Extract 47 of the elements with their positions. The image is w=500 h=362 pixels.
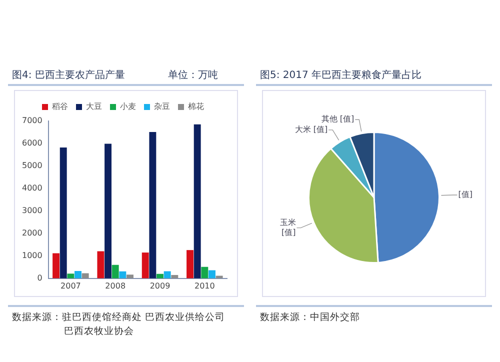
bar [126, 274, 134, 278]
y-tick-label: 1000 [22, 250, 42, 260]
y-tick-label: 4000 [22, 184, 42, 193]
legend-label: 小麦 [120, 102, 136, 112]
source-note: 数据来源：中国外交部 [260, 311, 361, 325]
y-tick-label: 5000 [22, 161, 42, 170]
bar [194, 124, 201, 278]
bar [60, 148, 67, 278]
x-tick-label: 2007 [60, 281, 81, 290]
bar [104, 144, 112, 278]
bar [74, 270, 82, 278]
x-tick-label: 2010 [194, 281, 215, 290]
data-label: [值] [458, 190, 472, 200]
y-tick-label: 3000 [22, 206, 42, 216]
bar [97, 251, 104, 278]
x-tick-label: 2009 [150, 281, 170, 290]
y-tick-label: 2000 [22, 228, 42, 238]
legend-label: 稻谷 [52, 102, 68, 112]
bar [156, 274, 164, 278]
slice-label: 大米 [值] [294, 125, 328, 134]
x-tick-label: 2008 [105, 281, 126, 290]
y-tick-label: 0 [37, 273, 42, 282]
legend-label: 棉花 [188, 102, 204, 112]
slice-label: 其他 [值] [321, 114, 354, 124]
y-tick-label: 6000 [22, 138, 42, 148]
bar [82, 273, 89, 278]
bar [201, 266, 208, 278]
bar [52, 253, 60, 278]
chart-title: 图4: 巴西主要农产品产量 [12, 68, 125, 82]
chart-subtitle: 单位：万吨 [168, 68, 218, 82]
slice-label: 玉米 [280, 218, 296, 227]
bar [216, 276, 223, 278]
y-tick-label: 7000 [22, 116, 42, 126]
bar [142, 252, 149, 278]
source-note: 数据来源：驻巴西使馆经商处 巴西农业供给公司 [12, 311, 226, 325]
bar [119, 271, 126, 278]
legend-label: 杂豆 [154, 102, 170, 112]
bar [164, 271, 171, 278]
data-label: [值] [282, 228, 296, 237]
bar [208, 270, 216, 278]
bar [67, 274, 74, 278]
bar [112, 264, 119, 278]
bar [149, 132, 156, 278]
chart-title: 图5: 2017 年巴西主要粮食产量占比 [260, 68, 422, 82]
text: 巴西农牧业协会 [63, 325, 135, 339]
bar [186, 250, 194, 278]
legend-label: 大豆 [86, 102, 102, 112]
